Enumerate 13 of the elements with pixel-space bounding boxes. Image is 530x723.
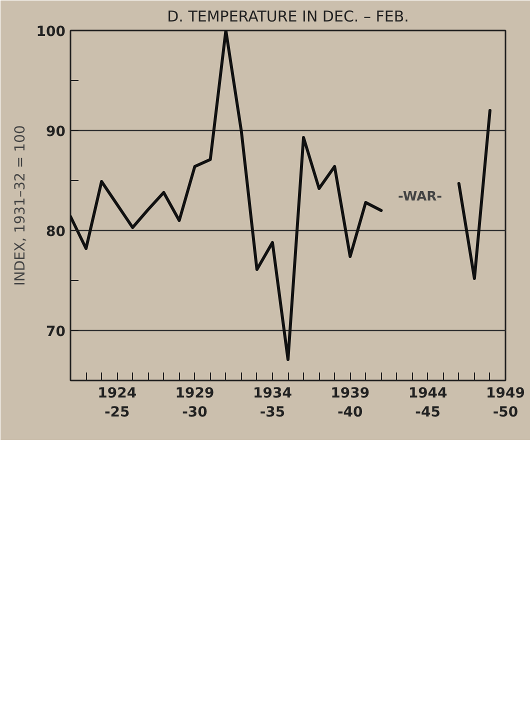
- x-tick-label: 1949 -50: [486, 386, 525, 421]
- x-tick-label: 1934 -35: [252, 386, 292, 421]
- x-tick-label: 1939 -40: [330, 386, 370, 421]
- x-tick-label: 1944 -45: [408, 386, 448, 421]
- y-tick-label: 80: [46, 224, 66, 240]
- chart-title: D. TEMPERATURE IN DEC. – FEB.: [167, 8, 409, 26]
- y-tick-label: 90: [46, 124, 66, 140]
- y-axis-title: INDEX, 1931–32 = 100: [12, 125, 28, 286]
- annotation: -WAR-: [398, 190, 442, 204]
- x-tick-label: 1929 -30: [175, 386, 214, 421]
- y-tick-label: 70: [46, 324, 66, 340]
- y-tick-label: 100: [36, 24, 66, 40]
- x-tick-label: 1924 -25: [98, 386, 137, 421]
